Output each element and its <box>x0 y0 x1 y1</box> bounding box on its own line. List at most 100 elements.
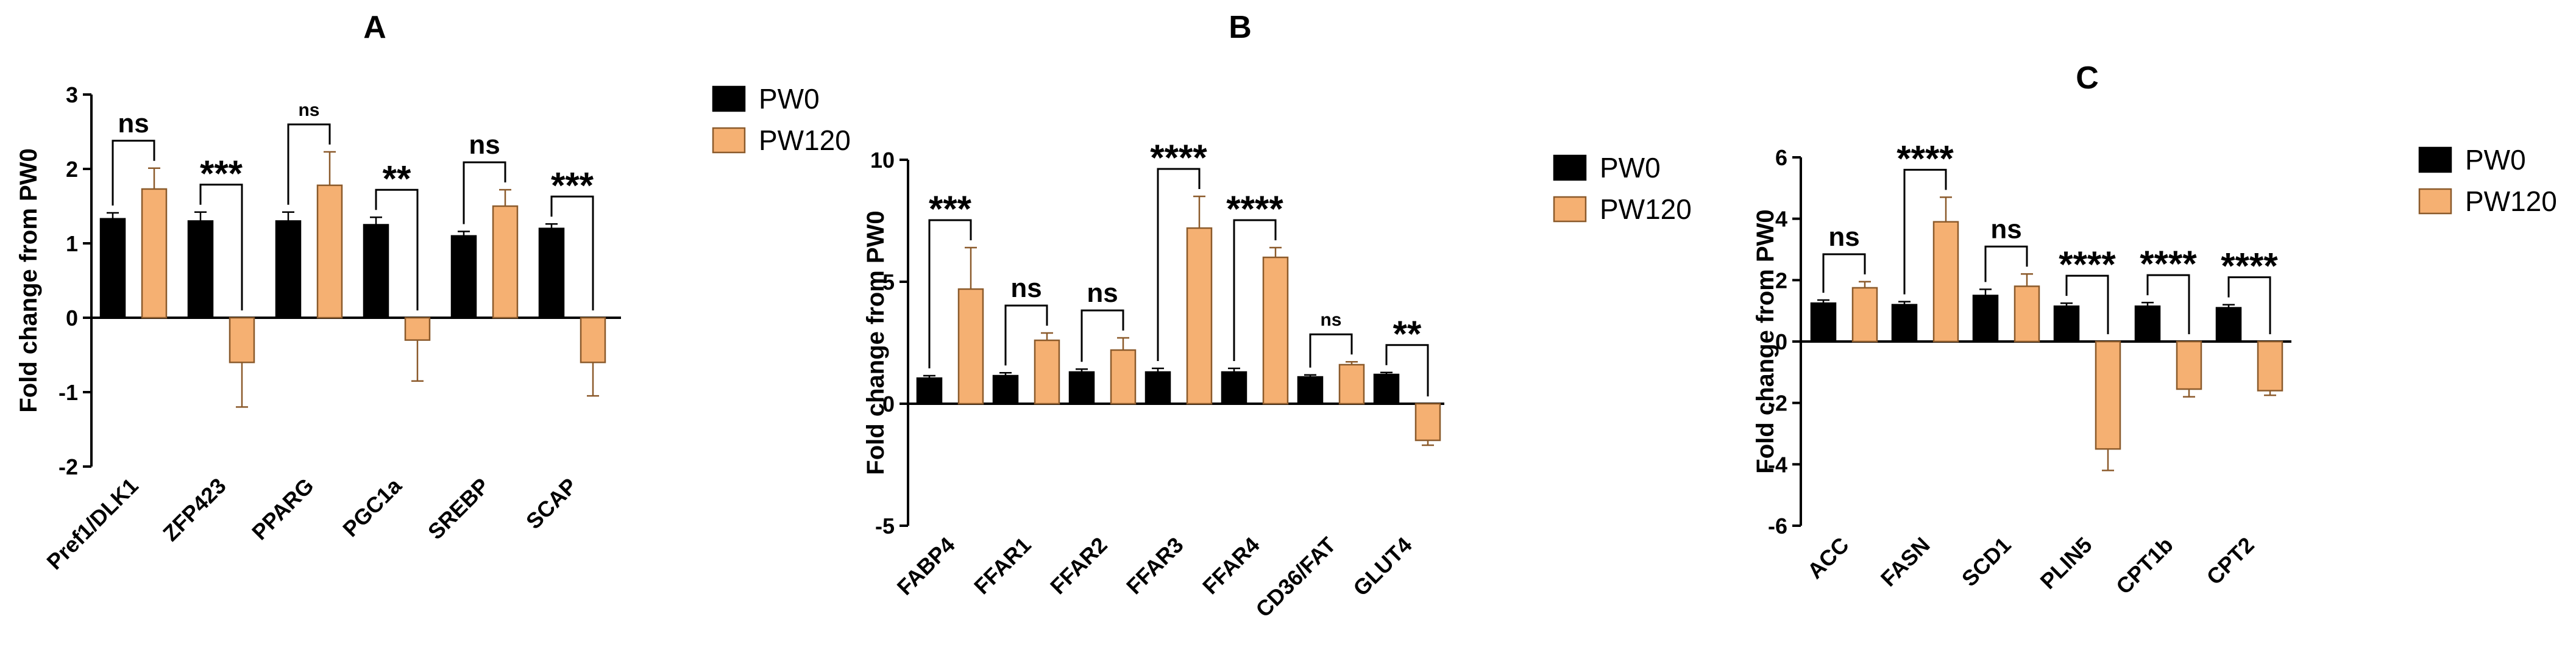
bar-pw0 <box>363 224 389 319</box>
significance-bracket <box>112 140 155 206</box>
legend-label: PW120 <box>2465 185 2557 217</box>
bar-pw0 <box>99 218 126 319</box>
category-label: PGC1a <box>338 473 406 542</box>
bar-pw120 <box>957 288 984 405</box>
category-label: CD36/FAT <box>1251 532 1340 622</box>
legend-label: PW120 <box>1600 193 1692 225</box>
significance-bracket <box>1233 219 1277 361</box>
bar-pw0 <box>450 235 477 319</box>
y-tick-label: 2 <box>1775 268 1787 293</box>
chart-panel-A: A Fold change from PW0 -2 -1 0 1 2 3 ns Pref1/DLK… <box>15 10 851 574</box>
bar-pw120 <box>580 317 606 363</box>
category-label: PLIN5 <box>2035 532 2097 594</box>
panel-title: C <box>2076 60 2099 96</box>
bar-pw0 <box>1972 295 1999 343</box>
category-label: FASN <box>1876 532 1935 592</box>
legend-swatch-pw120 <box>712 127 746 154</box>
significance-bracket <box>2146 274 2190 334</box>
significance-label: **** <box>1150 137 1207 178</box>
bar-pw0 <box>1068 371 1095 405</box>
bar-pw0 <box>2053 305 2080 343</box>
significance-label: ** <box>1393 313 1422 354</box>
bar-pw0 <box>275 220 302 319</box>
significance-label: *** <box>200 153 243 194</box>
bar-pw120 <box>1851 287 1878 343</box>
y-tick-label: -2 <box>59 454 78 479</box>
significance-label: **** <box>2140 243 2197 284</box>
y-tick-label: -5 <box>875 514 895 539</box>
y-tick-label: 2 <box>66 157 78 182</box>
chart-panel-B: B Fold change from PW0 -5 0 5 10 *** FABP4 ns FFA… <box>862 10 1692 622</box>
bar-pw0 <box>916 377 943 405</box>
bar-pw120 <box>2014 285 2040 343</box>
bar-pw0 <box>2215 307 2242 343</box>
legend-label: PW0 <box>2465 144 2526 176</box>
significance-label: ns <box>118 109 149 138</box>
significance-label: ns <box>469 130 500 160</box>
significance-bracket <box>550 195 594 310</box>
y-tick-label: -4 <box>1768 452 1787 477</box>
legend-label: PW120 <box>759 124 851 156</box>
bar-pw120 <box>1110 349 1137 405</box>
bar-pw0 <box>992 374 1019 405</box>
significance-bracket <box>1385 344 1429 396</box>
y-tick-label: 3 <box>66 82 78 107</box>
category-label: FABP4 <box>892 532 960 600</box>
bar-pw120 <box>316 184 343 319</box>
category-label: CPT1b <box>2111 532 2178 600</box>
significance-label: **** <box>2221 246 2278 287</box>
significance-bracket <box>928 219 972 368</box>
significance-label: ns <box>1010 273 1041 303</box>
significance-label: ** <box>383 158 411 199</box>
bar-pw0 <box>1891 304 1918 343</box>
significance-bracket <box>1984 245 2028 282</box>
category-label: SCD1 <box>1957 532 2016 592</box>
bar-pw120 <box>229 317 255 363</box>
panel-title: A <box>363 10 386 45</box>
bar-pw120 <box>1414 403 1441 442</box>
significance-label: ns <box>298 100 319 120</box>
bar-pw120 <box>1338 363 1365 405</box>
bar-pw0 <box>1810 302 1837 343</box>
significance-bracket <box>375 188 419 310</box>
legend-swatch-pw0 <box>1553 154 1587 181</box>
y-tick-label: 6 <box>1775 145 1787 170</box>
y-axis-label: Fold change from PW0 <box>862 210 889 474</box>
bar-pw0 <box>2134 305 2161 343</box>
significance-label: ns <box>1990 214 2021 244</box>
bar-pw120 <box>2095 340 2121 450</box>
significance-label: *** <box>551 165 594 206</box>
significance-bracket <box>1004 304 1048 366</box>
category-label: PPARG <box>247 473 319 545</box>
significance-bracket <box>2065 274 2109 334</box>
significance-bracket <box>2227 276 2271 334</box>
category-label: Pref1/DLK1 <box>41 473 143 574</box>
panel-title: B <box>1229 10 1252 45</box>
significance-bracket <box>1157 168 1201 361</box>
y-tick-label: 1 <box>66 231 78 256</box>
bar-pw0 <box>1373 373 1400 405</box>
category-label: SREBP <box>423 473 494 545</box>
category-label: FFAR2 <box>1045 532 1112 600</box>
y-tick-label: 0 <box>882 392 895 417</box>
y-tick-label: 5 <box>882 270 895 295</box>
y-axis-label: Fold change from PW0 <box>1752 209 1779 473</box>
y-tick-label: -2 <box>1768 391 1787 416</box>
y-axis-label: Fold change from PW0 <box>15 148 42 412</box>
legend-swatch-pw0 <box>712 85 746 112</box>
significance-label: ns <box>1320 310 1341 330</box>
significance-bracket <box>1903 168 1947 295</box>
y-tick-label: 0 <box>1775 329 1787 354</box>
significance-label: ns <box>1087 278 1118 308</box>
y-tick-label: 10 <box>870 148 895 173</box>
significance-label: *** <box>929 188 972 229</box>
legend-swatch-pw120 <box>1553 196 1587 223</box>
bar-pw120 <box>1034 339 1060 405</box>
category-label: FFAR4 <box>1198 532 1265 600</box>
significance-bracket <box>287 123 331 205</box>
significance-bracket <box>463 161 506 224</box>
bar-pw120 <box>1186 227 1213 405</box>
significance-bracket <box>199 184 243 310</box>
legend-swatch-pw0 <box>2418 146 2452 173</box>
y-tick-label: -1 <box>59 380 78 405</box>
